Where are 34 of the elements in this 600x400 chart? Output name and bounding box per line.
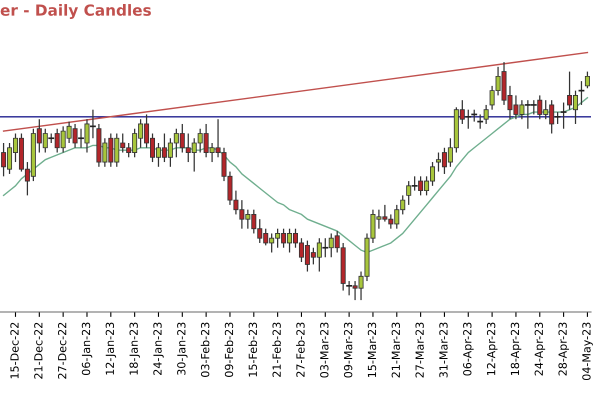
x-tick-label: 03-Mar-23 xyxy=(320,322,329,378)
x-tick-label: 15-Feb-23 xyxy=(248,322,258,376)
x-tick-label: 21-Feb-23 xyxy=(272,322,281,377)
x-tick-label: 27-Feb-23 xyxy=(296,322,305,377)
candlestick xyxy=(477,114,484,130)
x-tick-label: 09-Mar-23 xyxy=(344,322,352,378)
candlestick xyxy=(471,109,478,122)
candlestick xyxy=(578,80,584,106)
x-tick-label: 30-Jan-23 xyxy=(177,322,188,375)
x-tick-label: 06-Apr-23 xyxy=(463,322,474,376)
x-tick-label: 31-Mar-23 xyxy=(439,322,448,378)
candlestick xyxy=(560,102,567,130)
x-tick-label: 03-Feb-23 xyxy=(200,322,210,377)
x-tick-label: 09-Feb-23 xyxy=(224,322,234,377)
x-tick-label: 21-Mar-23 xyxy=(392,322,400,378)
candlestick xyxy=(84,118,90,154)
candlestick xyxy=(484,104,489,125)
x-tick-label: 06-Jan-23 xyxy=(82,322,92,376)
candlestick xyxy=(584,70,590,89)
x-tick-label: 15-Dec-22 xyxy=(10,322,19,378)
x-tick-label: 21-Dec-22 xyxy=(34,322,43,379)
x-tick-label: 04-May-23 xyxy=(582,322,593,380)
x-tick-label: 27-Mar-23 xyxy=(415,322,424,378)
x-tick-label: 24-Apr-23 xyxy=(534,322,546,376)
x-tick-label: 27-Dec-22 xyxy=(58,322,66,379)
candlestick xyxy=(406,180,412,206)
x-tick-label: 18-Apr-23 xyxy=(510,322,522,376)
chart-title: er - Daily Candles xyxy=(0,4,151,19)
x-tick-label: 12-Apr-23 xyxy=(486,322,498,376)
x-tick-label: 12-Jan-23 xyxy=(106,322,116,375)
x-tick-label: 15-Mar-23 xyxy=(368,322,376,378)
x-tick-label: 24-Jan-23 xyxy=(153,322,164,375)
x-tick-label: 28-Apr-23 xyxy=(558,322,569,376)
x-tick-label: 18-Jan-23 xyxy=(129,322,140,375)
